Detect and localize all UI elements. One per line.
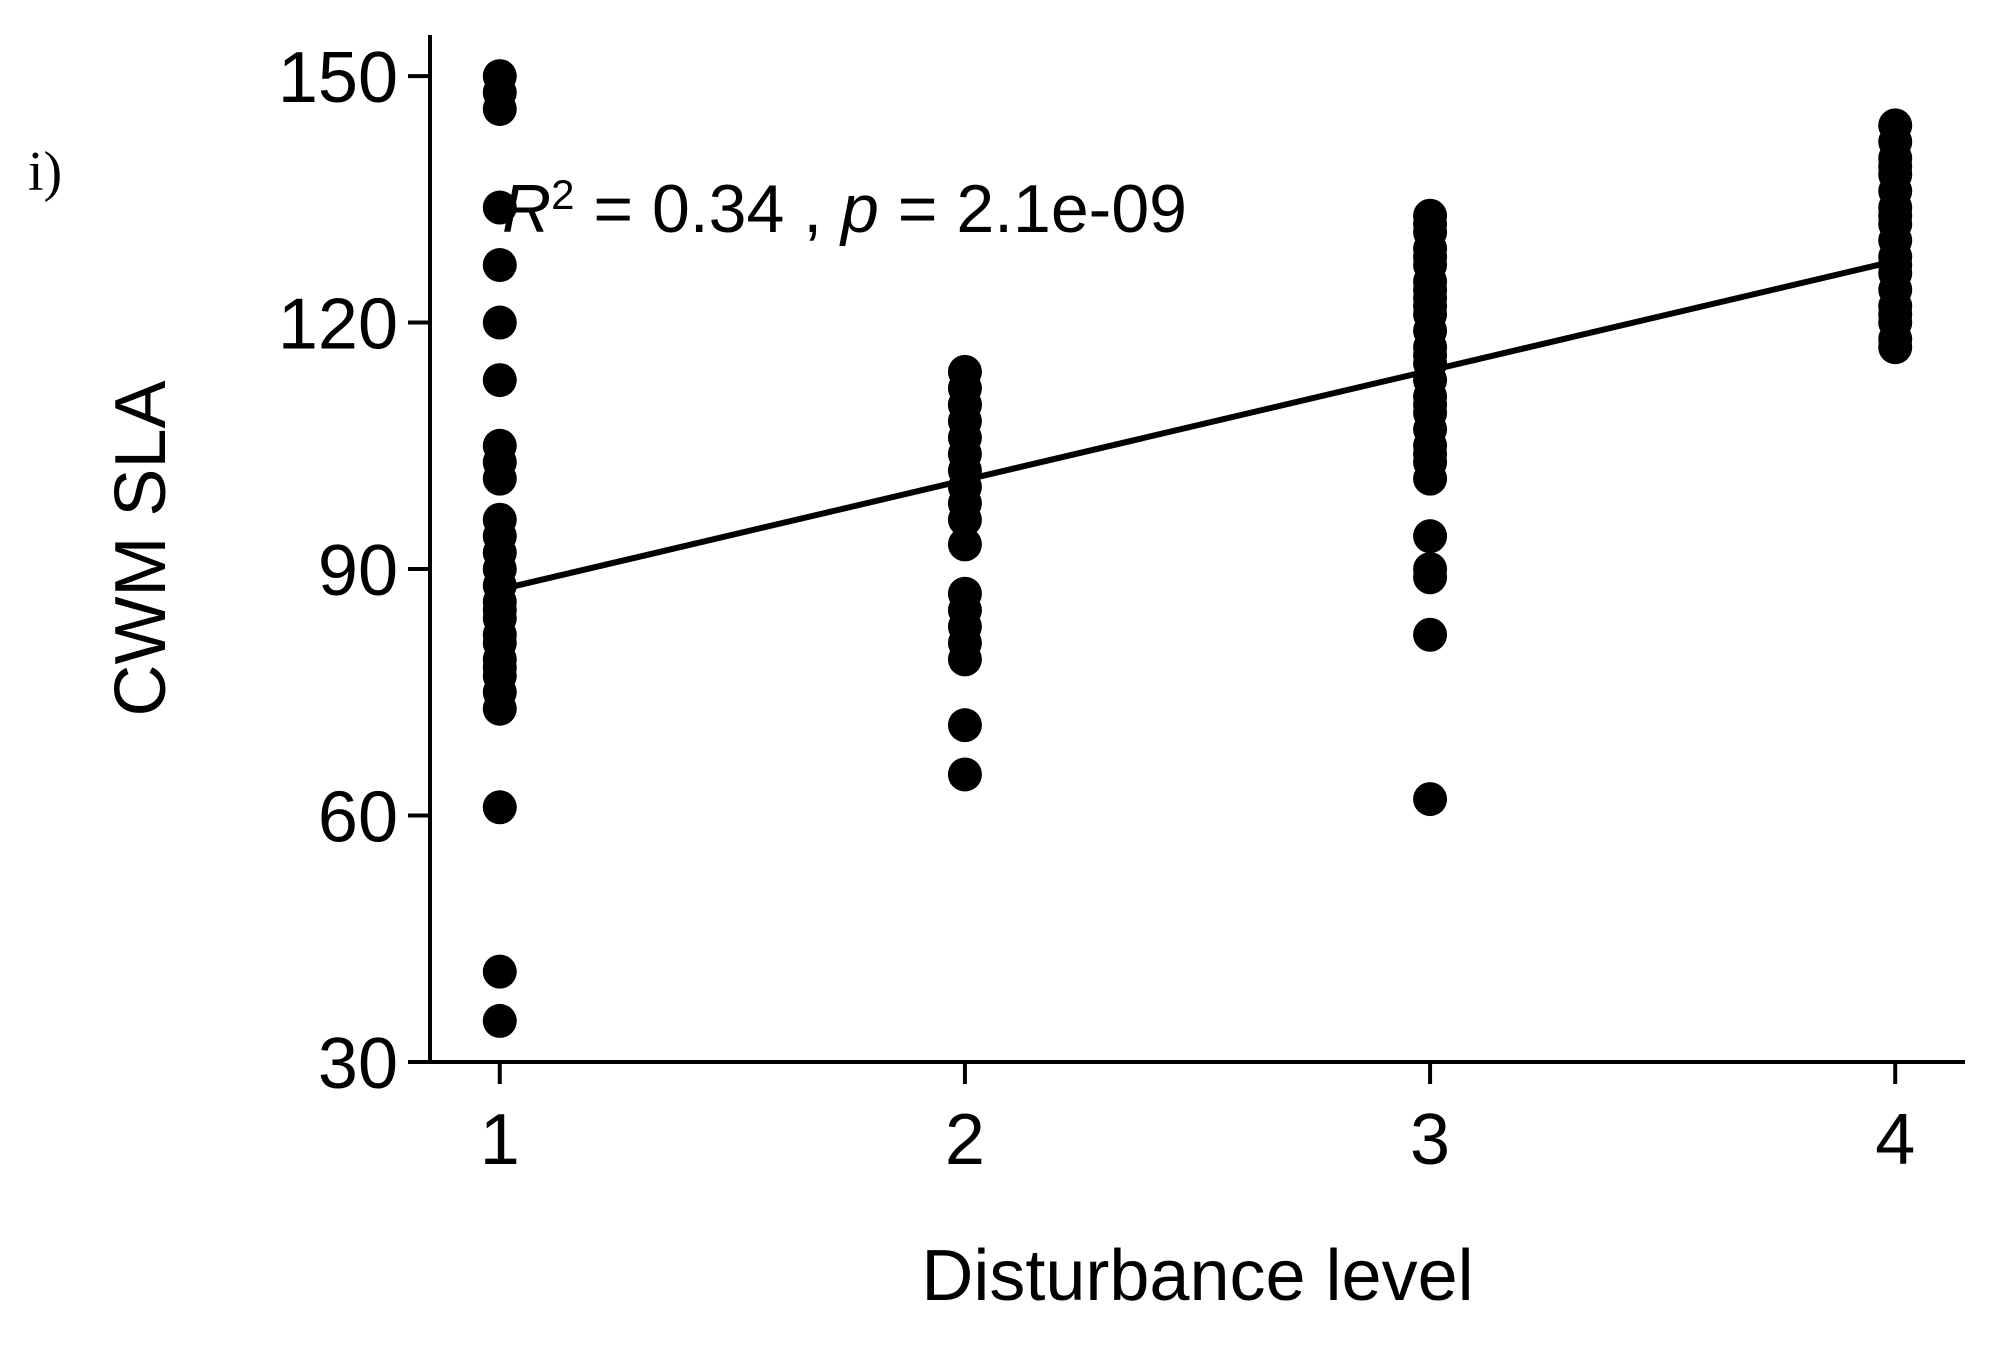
data-point (482, 190, 517, 225)
p-value-text: = 2.1e-09 (879, 171, 1187, 247)
x-tick-label: 2 (945, 1100, 985, 1180)
data-point (482, 593, 517, 628)
data-point (482, 691, 517, 726)
data-point (1413, 239, 1448, 274)
data-point (1413, 782, 1448, 817)
tick-marks (408, 74, 1898, 1084)
stats-annotation: R2 = 0.34 , p = 2.1e-09 (502, 171, 1187, 248)
data-point (1413, 461, 1448, 496)
data-point (482, 650, 517, 685)
data-point (1878, 330, 1913, 365)
panel-label: i) (28, 141, 62, 203)
r-value-text: = 0.34 , (574, 171, 841, 247)
x-axis-title: Disturbance level (921, 1236, 1473, 1316)
data-point (1413, 206, 1448, 241)
data-point (1878, 248, 1913, 283)
data-point (1878, 297, 1913, 332)
data-point (482, 363, 517, 398)
data-point (1878, 149, 1913, 184)
data-point (1413, 617, 1448, 652)
y-tick-label: 150 (278, 38, 398, 118)
data-point (1413, 437, 1448, 472)
data-point (947, 387, 982, 422)
x-tick-label: 4 (1875, 1100, 1915, 1180)
data-point (482, 519, 517, 554)
x-tick-label: 1 (480, 1100, 520, 1180)
x-tick-label: 3 (1410, 1100, 1450, 1180)
axes (428, 35, 1965, 1064)
y-tick-label: 30 (318, 1024, 398, 1104)
data-point (1413, 560, 1448, 595)
data-points (482, 59, 1913, 1038)
data-point (947, 708, 982, 743)
data-point (1413, 272, 1448, 307)
data-point (482, 954, 517, 989)
data-point (482, 617, 517, 652)
data-point (482, 305, 517, 340)
data-point (947, 642, 982, 677)
data-point (1413, 519, 1448, 554)
r-exponent: 2 (551, 171, 574, 218)
p-symbol: p (839, 171, 879, 247)
data-point (947, 502, 982, 537)
data-point (1413, 338, 1448, 373)
y-tick-label: 60 (318, 778, 398, 858)
y-tick-label: 90 (318, 531, 398, 611)
data-point (482, 1003, 517, 1038)
data-point (482, 790, 517, 825)
data-point (482, 461, 517, 496)
regression-line (499, 258, 1896, 593)
tick-labels: 30 60 90 120 150 1 2 3 4 (278, 38, 1915, 1180)
y-tick-label: 120 (278, 285, 398, 365)
data-point (947, 527, 982, 562)
data-point (1413, 387, 1448, 422)
data-point (1878, 198, 1913, 233)
data-point (482, 91, 517, 126)
data-point (947, 757, 982, 792)
data-point (482, 248, 517, 283)
r-symbol: R (502, 171, 551, 247)
y-axis-title: CWM SLA (101, 380, 181, 716)
